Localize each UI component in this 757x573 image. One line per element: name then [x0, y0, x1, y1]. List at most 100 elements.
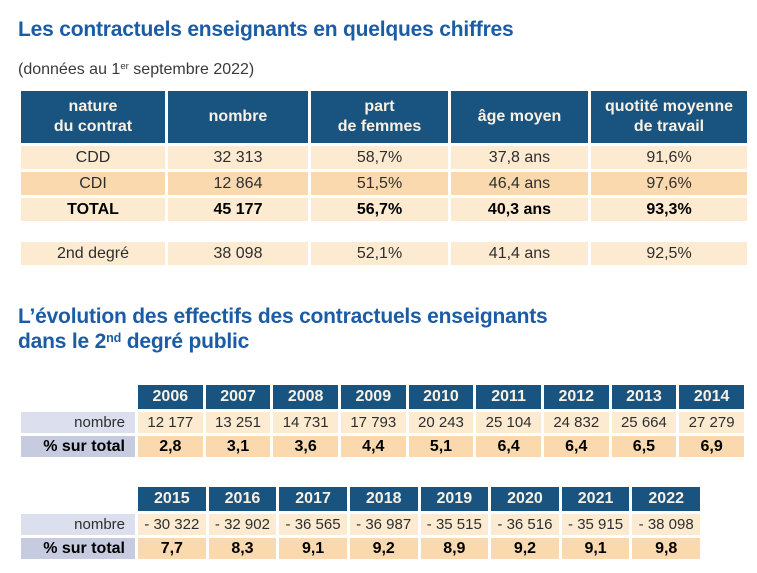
value-cell: 97,6%	[588, 169, 750, 198]
year-header-cell: 2006	[135, 382, 206, 412]
col-header-quotite: quotité moyenne de travail	[588, 88, 750, 146]
col-header-part-de-femmes: part de femmes	[308, 88, 451, 146]
evolution-section-title: L’évolution des effectifs des contractue…	[18, 304, 747, 357]
value-cell: 9,2	[346, 535, 421, 562]
value-cell: 3,1	[202, 433, 274, 460]
data-date-note: (données au 1er septembre 2022)	[18, 61, 747, 79]
data-date-suffix: septembre 2022)	[128, 61, 255, 78]
value-cell: 4,4	[337, 433, 409, 460]
value-cell: - 36 565	[276, 511, 350, 538]
value-cell: - 32 902	[205, 511, 280, 538]
col-header-age-moyen: âge moyen	[448, 88, 591, 146]
value-cell: 9,1	[276, 535, 350, 562]
value-cell: 25 104	[473, 409, 544, 436]
value-cell: 9,8	[629, 535, 703, 562]
value-cell: 25 664	[608, 409, 680, 436]
value-cell: 8,3	[205, 535, 280, 562]
year-header-cell: 2017	[276, 484, 350, 514]
nombre-row: nombre - 30 322 - 32 902 - 36 565 - 36 9…	[18, 511, 703, 538]
value-cell: - 30 322	[135, 511, 209, 538]
table-row-2nd-degre: 2nd degré 38 098 52,1% 41,4 ans 92,5%	[18, 239, 750, 268]
value-cell: 14 731	[270, 409, 341, 436]
corner-spacer	[18, 484, 138, 514]
row-label: TOTAL	[18, 195, 168, 224]
value-cell: 24 832	[540, 409, 612, 436]
stats-header-row: nature du contrat nombre part de femmes …	[18, 88, 750, 146]
year-header-cell: 2009	[337, 382, 409, 412]
row-label-pct: % sur total	[18, 433, 138, 460]
value-cell: 8,9	[417, 535, 492, 562]
value-cell: 56,7%	[308, 195, 451, 224]
year-header-cell: 2014	[676, 382, 747, 412]
row-label-pct: % sur total	[18, 535, 138, 562]
value-cell: 58,7%	[308, 143, 451, 172]
year-header-cell: 2007	[202, 382, 274, 412]
value-cell: 37,8 ans	[448, 143, 591, 172]
value-cell: - 38 098	[629, 511, 703, 538]
evolution-table-2015-2022: 2015 2016 2017 2018 2019 2020 2021 2022 …	[18, 484, 703, 562]
value-cell: 6,5	[608, 433, 680, 460]
row-label: CDI	[18, 169, 168, 198]
value-cell: 92,5%	[588, 239, 750, 268]
value-cell: 32 313	[165, 143, 311, 172]
col-header-nombre: nombre	[165, 88, 311, 146]
evolution-title-line2-suffix: degré public	[121, 330, 250, 353]
value-cell: 40,3 ans	[448, 195, 591, 224]
evolution-title-line1: L’évolution des effectifs des contractue…	[18, 305, 548, 328]
corner-spacer	[18, 382, 138, 412]
value-cell: 51,5%	[308, 169, 451, 198]
value-cell: - 35 915	[558, 511, 633, 538]
year-header-row: 2015 2016 2017 2018 2019 2020 2021 2022	[18, 484, 703, 514]
value-cell: 9,1	[558, 535, 633, 562]
value-cell: 12 177	[135, 409, 206, 436]
value-cell: 17 793	[337, 409, 409, 436]
value-cell: - 36 987	[346, 511, 421, 538]
value-cell: 3,6	[270, 433, 341, 460]
contract-stats-table: nature du contrat nombre part de femmes …	[18, 88, 750, 224]
second-degre-table: 2nd degré 38 098 52,1% 41,4 ans 92,5%	[18, 239, 750, 268]
year-header-cell: 2010	[405, 382, 477, 412]
row-label-nombre: nombre	[18, 409, 138, 436]
col-header-nature-du-contrat: nature du contrat	[18, 88, 168, 146]
value-cell: 5,1	[405, 433, 477, 460]
year-header-cell: 2018	[346, 484, 421, 514]
value-cell: 6,4	[473, 433, 544, 460]
value-cell: 6,9	[676, 433, 747, 460]
pct-row: % sur total 2,8 3,1 3,6 4,4 5,1 6,4 6,4 …	[18, 433, 747, 460]
value-cell: 45 177	[165, 195, 311, 224]
value-cell: 9,2	[488, 535, 562, 562]
value-cell: 27 279	[676, 409, 747, 436]
value-cell: 6,4	[540, 433, 612, 460]
year-header-cell: 2020	[488, 484, 562, 514]
evolution-title-line2-prefix: dans le 2	[18, 330, 107, 353]
value-cell: 38 098	[165, 239, 311, 268]
year-header-cell: 2016	[205, 484, 280, 514]
year-header-cell: 2019	[417, 484, 492, 514]
value-cell: 91,6%	[588, 143, 750, 172]
evolution-table-2006-2014: 2006 2007 2008 2009 2010 2011 2012 2013 …	[18, 382, 747, 460]
value-cell: 2,8	[135, 433, 206, 460]
data-date-prefix: (données au 1	[18, 61, 121, 78]
year-header-cell: 2008	[270, 382, 341, 412]
row-label: 2nd degré	[18, 239, 168, 268]
year-header-cell: 2013	[608, 382, 680, 412]
evolution-title-superscript: nd	[106, 330, 122, 345]
nombre-row: nombre 12 177 13 251 14 731 17 793 20 24…	[18, 409, 747, 436]
stats-section-title: Les contractuels enseignants en quelques…	[18, 18, 514, 41]
value-cell: 7,7	[135, 535, 209, 562]
value-cell: 12 864	[165, 169, 311, 198]
row-label: CDD	[18, 143, 168, 172]
year-header-cell: 2012	[540, 382, 612, 412]
table-row-total: TOTAL 45 177 56,7% 40,3 ans 93,3%	[18, 195, 750, 224]
value-cell: - 36 516	[488, 511, 562, 538]
table-row-cdi: CDI 12 864 51,5% 46,4 ans 97,6%	[18, 169, 750, 198]
year-header-cell: 2022	[629, 484, 703, 514]
data-date-superscript: er	[120, 61, 129, 73]
value-cell: - 35 515	[417, 511, 492, 538]
year-header-cell: 2021	[558, 484, 633, 514]
value-cell: 46,4 ans	[448, 169, 591, 198]
value-cell: 52,1%	[308, 239, 451, 268]
value-cell: 20 243	[405, 409, 477, 436]
year-header-cell: 2011	[473, 382, 544, 412]
value-cell: 13 251	[202, 409, 274, 436]
